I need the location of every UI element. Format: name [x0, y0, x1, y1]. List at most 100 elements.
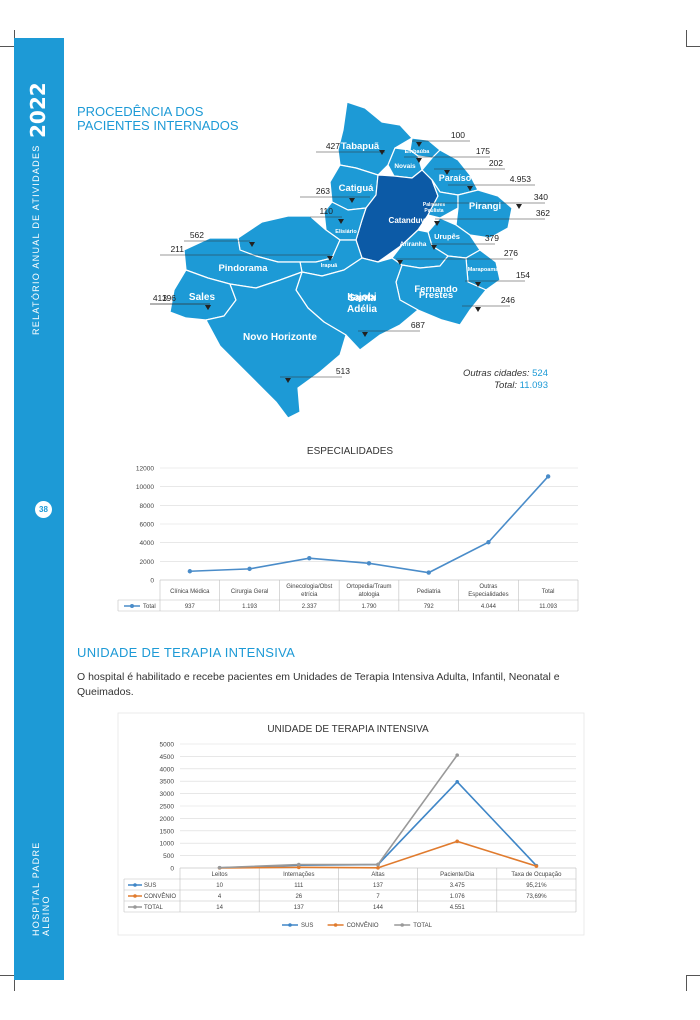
chart1-table-value: 792: [424, 604, 435, 610]
city-value-catigua: 263: [316, 186, 330, 196]
chart2-table-value: 95,21%: [526, 883, 547, 889]
city-name-pindorama: Pindorama: [218, 263, 268, 274]
chart2-table-value: 4.551: [450, 905, 466, 911]
chart1-category-label: atologia: [358, 592, 380, 598]
city-name-pirangi: Pirangi: [469, 201, 501, 212]
marker-pirangi: [434, 221, 440, 226]
chart2-point: [217, 866, 222, 870]
others-line: Outras cidades: 524: [360, 368, 548, 380]
chart2-table-value: 144: [373, 905, 384, 911]
chart1-point: [247, 566, 252, 572]
crop-mark: [686, 975, 700, 976]
chart2-ytick: 4000: [160, 766, 175, 773]
city-value-marapoama: 154: [516, 270, 530, 280]
city-name-itajobi: Itajobi: [347, 292, 377, 303]
city-value-novais: 175: [476, 146, 490, 156]
chart1-ytick: 4000: [140, 540, 155, 547]
map-title: PROCEDÊNCIA DOS PACIENTES INTERNADOS: [77, 105, 277, 133]
chart1-point: [187, 569, 193, 574]
chart2-category-label: Altas: [371, 872, 384, 878]
chart2-ytick: 3500: [160, 779, 175, 786]
chart2-point: [534, 863, 539, 868]
chart2-table-series-label: SUS: [144, 883, 156, 889]
chart2-legend-label: SUS: [301, 923, 313, 929]
marker-marapoama: [475, 282, 481, 287]
city-value-palmares-paulista: 340: [534, 192, 548, 202]
chart1-ytick: 6000: [140, 522, 155, 529]
city-name-elisiario: Elisiário: [335, 229, 357, 235]
chart1-ytick: 2000: [140, 559, 155, 566]
marker-palmares-paulista: [516, 204, 522, 209]
chart1-category-label: etrícia: [301, 592, 318, 598]
chart2-ytick: 1500: [160, 828, 175, 835]
chart2-table-value: 137: [294, 905, 305, 911]
chart2-table-value: 1.076: [450, 894, 466, 900]
city-name-fernando-prestes-line2: Prestes: [419, 290, 453, 301]
chart2-table-value: 14: [216, 905, 223, 911]
city-name-novo-horizonte: Novo Horizonte: [243, 332, 317, 343]
chart2-point: [455, 753, 460, 757]
chart1-title: ESPECIALIDADES: [307, 446, 393, 457]
chart1-legend-marker: [130, 604, 134, 608]
chart1-category-label: Total: [542, 589, 555, 595]
city-value-paraiso: 202: [489, 158, 503, 168]
chart1-point: [486, 540, 491, 545]
chart2-point: [376, 866, 380, 870]
chart2-legend-label: TOTAL: [413, 923, 432, 929]
chart1-table-value: 4.044: [481, 604, 497, 610]
chart1-ytick: 12000: [136, 466, 154, 473]
chart2-table-value: 4: [218, 894, 222, 900]
chart2-table-legend-marker: [133, 883, 137, 887]
marker-urupes: [431, 245, 437, 250]
chart2-table-value: 7: [376, 894, 380, 900]
chart2-table-value: 3.475: [450, 883, 466, 889]
marker-tabapua: [379, 150, 385, 155]
map-title-line1: PROCEDÊNCIA DOS: [77, 104, 204, 119]
chart2-point: [376, 862, 380, 867]
page-number: 38: [35, 501, 52, 518]
chart2-point: [376, 862, 380, 867]
map-title-line2: PACIENTES INTERNADOS: [77, 118, 239, 133]
especialidades-chart: ESPECIALIDADES 0 2000 4000 6000 8000 10000 1200…: [117, 446, 579, 612]
chart1-category-label: Especialidades: [468, 592, 508, 598]
crop-mark: [14, 975, 15, 991]
city-value-novo-horizonte: 513: [336, 366, 350, 376]
chart2-table-series-label: TOTAL: [144, 905, 163, 911]
crop-mark: [686, 30, 687, 46]
city-value-fernando-prestes: 246: [501, 295, 515, 305]
chart2-legend-marker: [333, 923, 338, 927]
chart2-point: [455, 780, 460, 784]
chart2-point: [297, 862, 301, 867]
chart2-table-value: 26: [295, 894, 302, 900]
chart2-point: [297, 865, 301, 870]
chart1-table-value: 1.790: [361, 604, 377, 610]
chart1-category-label: Cirurgia Geral: [231, 589, 268, 595]
chart1-table-value: 11.093: [539, 604, 558, 610]
city-name-paraiso: Paraíso: [439, 173, 472, 183]
uti-chart: UNIDADE DE TERAPIA INTENSIVA 0 500 1000 1500…: [117, 712, 585, 936]
region-palmares: [427, 179, 459, 219]
chart2-series-line-0: [219, 780, 537, 869]
city-value-elisiario: 110: [319, 206, 333, 216]
marker-novais: [416, 158, 422, 163]
chart2-point: [297, 863, 301, 868]
chart1-category-label: Ginecologia/Obst: [286, 584, 332, 590]
chart1-category-label: Clínica Médica: [170, 589, 210, 595]
chart2-legend-label: CONVÊNIO: [347, 921, 379, 929]
marker-paraiso: [444, 170, 450, 175]
chart1-table-value: 1.193: [242, 604, 258, 610]
chart2-legend-marker: [288, 923, 292, 927]
chart2-title: UNIDADE DE TERAPIA INTENSIVA: [267, 724, 429, 735]
city-name-novais: Novais: [394, 163, 416, 170]
city-name-urupes: Urupês: [434, 232, 460, 241]
city-name-catigua: Catiguá: [339, 183, 375, 194]
marker-ariranha: [397, 260, 403, 265]
total-label: Total:: [494, 380, 517, 391]
city-name-fernando-prestes: Fernando: [414, 284, 457, 295]
city-value-tabapua: 427: [326, 141, 340, 151]
marker-fernando-prestes: [475, 307, 481, 312]
chart2-ytick: 0: [170, 866, 174, 873]
crop-mark: [0, 46, 14, 47]
